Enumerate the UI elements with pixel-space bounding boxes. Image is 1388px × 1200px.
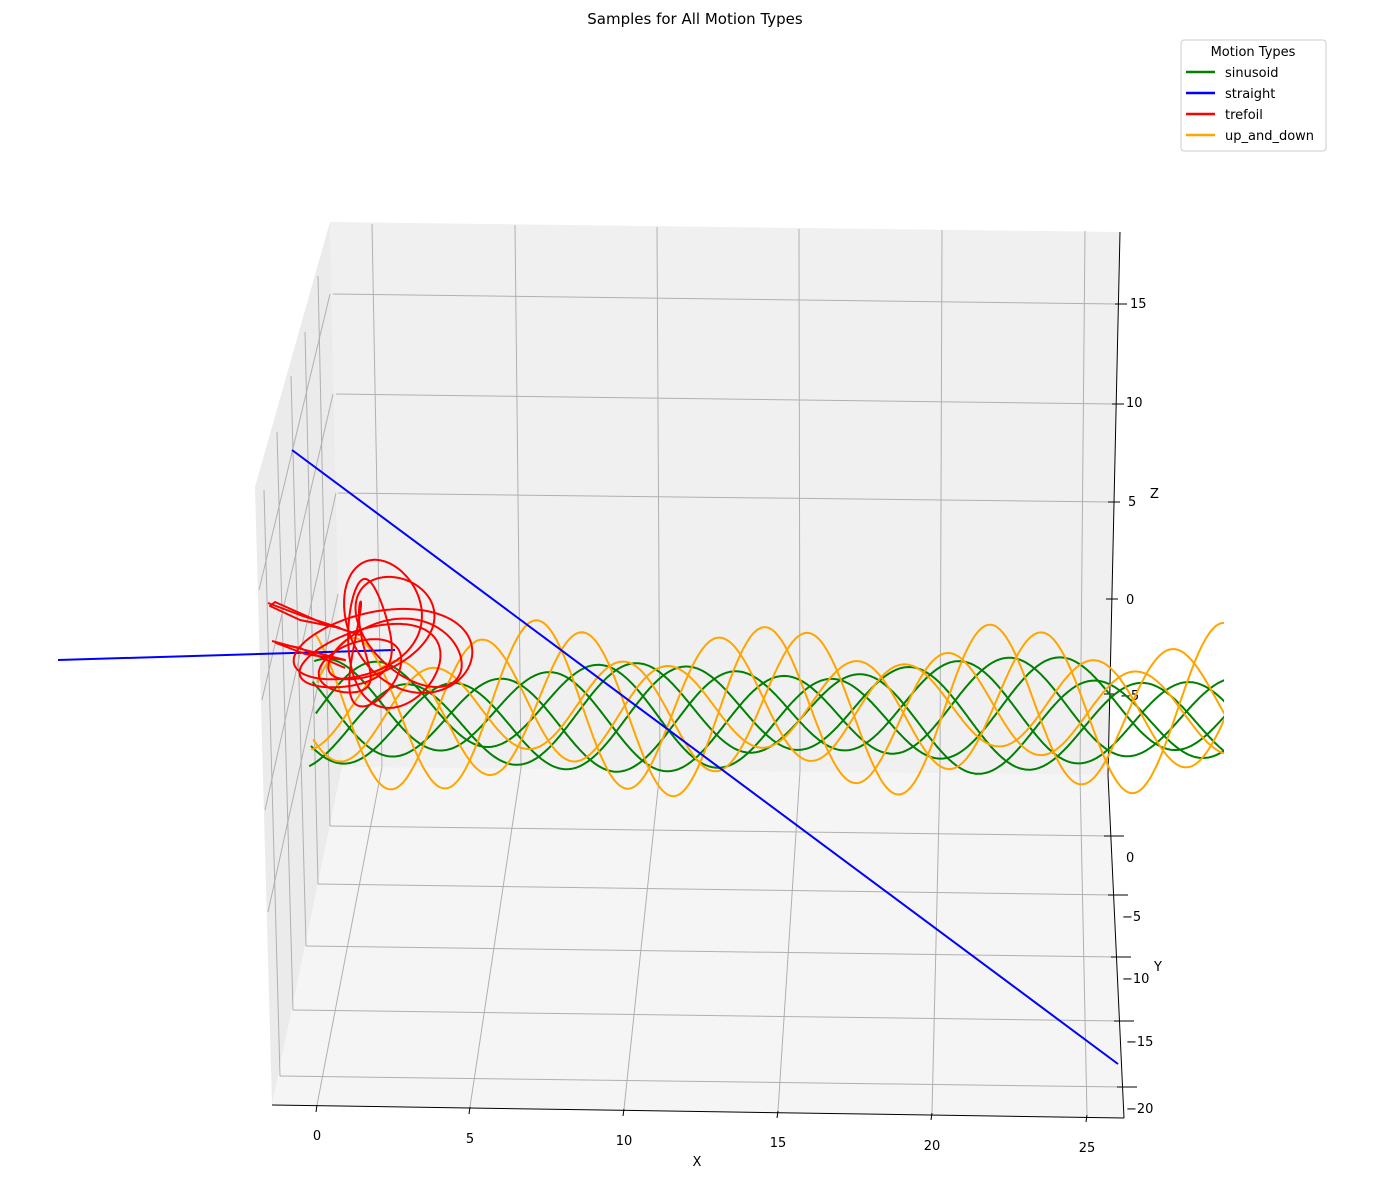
series-up_and_down [310, 626, 1224, 798]
z-tick-label: −5 [1120, 689, 1139, 704]
series-trefoil [317, 600, 403, 708]
grid-line [514, 224, 522, 769]
x-tick-label: 20 [924, 1139, 941, 1154]
grid-line [258, 293, 331, 591]
legend: Motion Types sinusoid straight trefoil u… [1180, 39, 1327, 152]
y-axis-label: Y [1153, 960, 1162, 975]
series-up_and_down [314, 621, 1224, 795]
x-tick [622, 1108, 625, 1117]
grid-line [329, 825, 1113, 837]
x-tick [776, 1110, 779, 1119]
z-tick-label: 5 [1128, 495, 1136, 510]
grid-lines [258, 223, 1125, 1116]
legend-title: Motion Types [1211, 45, 1296, 60]
legend-label: trefoil [1225, 108, 1263, 123]
grid-line [279, 1075, 1125, 1088]
x-tick-label: 25 [1079, 1141, 1096, 1156]
grid-line [623, 769, 661, 1110]
series-straight [291, 449, 1119, 1065]
x-tick-label: 5 [466, 1132, 474, 1147]
grid-line [1079, 773, 1088, 1116]
y-tick-label: 0 [1126, 851, 1134, 866]
tick-marks [315, 303, 1137, 1123]
grid-line [263, 489, 281, 1077]
y-axis-line [1107, 774, 1125, 1119]
grid-line [469, 767, 522, 1108]
x-tick-label: 10 [616, 1134, 633, 1149]
grid-line [261, 393, 334, 701]
series-trefoil [327, 575, 463, 688]
series-up_and_down [316, 619, 1224, 790]
z-axis-label: Z [1150, 487, 1159, 502]
series-trefoil [267, 601, 361, 636]
grid-line [777, 770, 801, 1112]
x-tick [315, 1104, 318, 1113]
x-tick [930, 1112, 933, 1121]
back-pane [330, 222, 1120, 775]
grid-line [316, 766, 383, 1106]
y-tick-label: −15 [1126, 1035, 1153, 1050]
series-sinusoid [315, 656, 1224, 769]
y-tick-label: −20 [1126, 1102, 1153, 1117]
grid-line [335, 393, 1115, 405]
series-trefoil [271, 640, 346, 669]
series-straight [57, 649, 396, 661]
series-sinusoid [310, 665, 1224, 771]
grid-line [337, 492, 1113, 503]
z-tick-label: 15 [1130, 297, 1147, 312]
series-sinusoid [313, 656, 1224, 773]
floor-pane [272, 767, 1124, 1118]
legend-label: straight [1225, 87, 1275, 102]
grid-line [317, 275, 331, 827]
legend-label: up_and_down [1225, 129, 1314, 144]
series-up_and_down [312, 623, 1224, 796]
legend-box [1180, 39, 1327, 152]
axis-panes [255, 222, 1124, 1118]
grid-line [305, 945, 1119, 958]
x-axis-line [271, 1104, 1125, 1119]
grid-line [939, 229, 943, 773]
y-tick-label: −10 [1122, 972, 1149, 987]
z-tick-label: 10 [1126, 396, 1143, 411]
y-tick-label: −5 [1122, 910, 1141, 925]
grid-line [267, 593, 339, 913]
x-tick-label: 0 [313, 1129, 321, 1144]
chart-title: Samples for All Motion Types [587, 10, 803, 28]
grid-line [931, 771, 941, 1114]
legend-label: sinusoid [1225, 66, 1278, 81]
x-tick [468, 1106, 471, 1115]
data-series [57, 449, 1224, 1065]
series-sinusoid [311, 660, 1224, 773]
grid-line [332, 293, 1119, 305]
x-tick-label: 15 [770, 1136, 787, 1151]
grid-line [317, 883, 1115, 896]
z-tick-label: 0 [1126, 593, 1134, 608]
grid-line [292, 1009, 1122, 1022]
x-axis-label: X [693, 1155, 702, 1170]
x-tick [1085, 1114, 1088, 1123]
grid-line [304, 331, 319, 885]
